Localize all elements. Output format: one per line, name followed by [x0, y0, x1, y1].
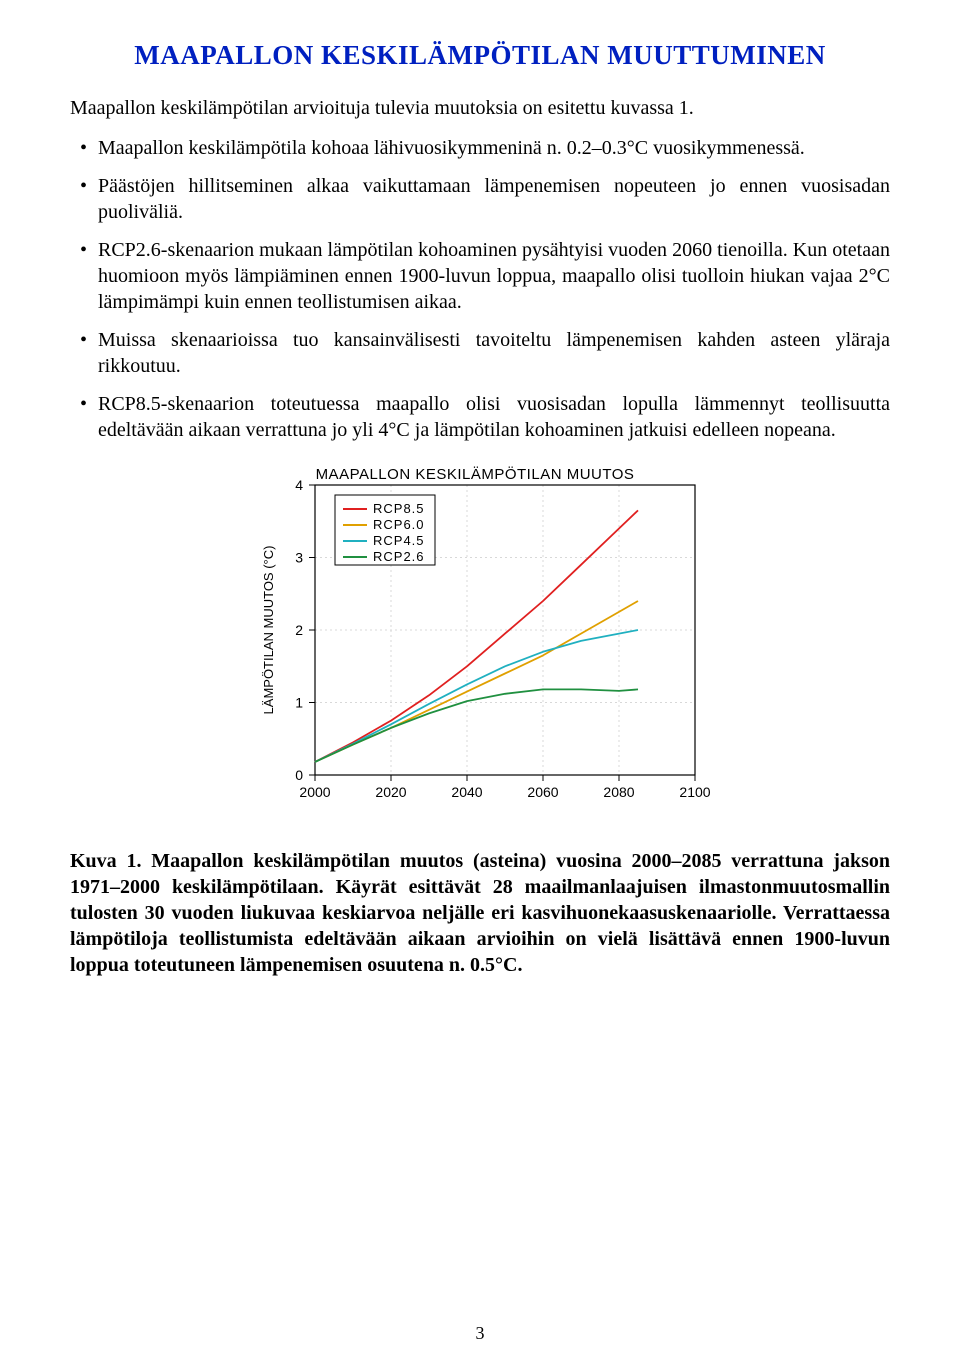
caption-text: Kuva 1. Maapallon keskilämpötilan muutos…: [70, 850, 890, 976]
x-tick-label: 2040: [451, 784, 482, 800]
y-tick-label: 0: [295, 767, 303, 783]
bullet-item: Maapallon keskilämpötila kohoaa lähivuos…: [70, 135, 890, 161]
x-tick-label: 2020: [375, 784, 406, 800]
bullet-list: Maapallon keskilämpötila kohoaa lähivuos…: [70, 135, 890, 443]
bullet-item: RCP2.6-skenaarion mukaan lämpötilan koho…: [70, 237, 890, 315]
legend-label: RCP8.5: [373, 501, 425, 516]
page-title: MAAPALLON KESKILÄMPÖTILAN MUUTTUMINEN: [70, 40, 890, 71]
y-axis-label: LÄMPÖTILAN MUUTOS (°C): [261, 546, 276, 715]
x-tick-label: 2100: [679, 784, 710, 800]
figure: 2000 2020 2040 2060 2080 2100 0 1 2 3 4 MAAPALLON K…: [245, 463, 715, 818]
temperature-chart: 2000 2020 2040 2060 2080 2100 0 1 2 3 4 MAAPALLON K…: [245, 463, 715, 813]
y-tick-label: 2: [295, 622, 303, 638]
y-tick-label: 3: [295, 550, 303, 566]
y-tick-label: 4: [295, 477, 303, 493]
x-tick-label: 2000: [299, 784, 330, 800]
intro-paragraph: Maapallon keskilämpötilan arvioituja tul…: [70, 95, 890, 121]
x-tick-label: 2080: [603, 784, 634, 800]
legend-label: RCP4.5: [373, 533, 425, 548]
y-tick-label: 1: [295, 695, 303, 711]
figure-container: 2000 2020 2040 2060 2080 2100 0 1 2 3 4 MAAPALLON K…: [70, 463, 890, 818]
legend-label: RCP6.0: [373, 517, 425, 532]
bullet-item: Muissa skenaarioissa tuo kansainvälisest…: [70, 327, 890, 379]
legend-label: RCP2.6: [373, 549, 425, 564]
page-number: 3: [0, 1323, 960, 1344]
bullet-item: Päästöjen hillitseminen alkaa vaikuttama…: [70, 173, 890, 225]
figure-caption: Kuva 1. Maapallon keskilämpötilan muutos…: [70, 848, 890, 978]
bullet-item: RCP8.5-skenaarion toteutuessa maapallo o…: [70, 391, 890, 443]
x-tick-label: 2060: [527, 784, 558, 800]
chart-title: MAAPALLON KESKILÄMPÖTILAN MUUTOS: [316, 465, 635, 483]
